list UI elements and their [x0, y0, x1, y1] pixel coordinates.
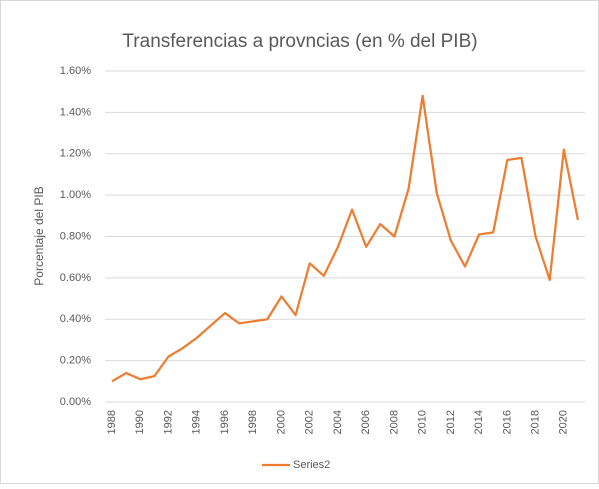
- chart-title: Transferencias a provncias (en % del PIB…: [122, 31, 477, 52]
- x-tick-label: 2008: [388, 410, 400, 434]
- x-tick-label: 2000: [275, 410, 287, 434]
- x-tick-label: 2006: [360, 410, 372, 434]
- y-tick-label: 1.40%: [60, 106, 91, 118]
- y-axis-label: Porcentaje del PIB: [32, 186, 46, 285]
- x-tick-label: 2004: [332, 410, 344, 434]
- x-tick-label: 2012: [445, 410, 457, 434]
- legend-label: Series2: [293, 459, 330, 471]
- x-tick-label: 2010: [417, 410, 429, 434]
- y-tick-label: 1.60%: [60, 65, 91, 77]
- y-tick-label: 0.80%: [60, 230, 91, 242]
- y-tick-label: 1.00%: [60, 189, 91, 201]
- y-tick-label: 0.40%: [60, 313, 91, 325]
- x-tick-label: 1996: [219, 410, 231, 434]
- x-tick-label: 1992: [162, 410, 174, 434]
- x-tick-label: 1998: [247, 410, 259, 434]
- x-tick-label: 2014: [473, 410, 485, 434]
- y-tick-label: 0.20%: [60, 355, 91, 367]
- x-tick-label: 1988: [106, 410, 118, 434]
- x-tick-label: 2020: [558, 410, 570, 434]
- x-tick-label: 2016: [501, 410, 513, 434]
- series-line: [111, 94, 580, 383]
- x-tick-label: 2002: [304, 410, 316, 434]
- x-tick-label: 1990: [134, 410, 146, 434]
- y-tick-label: 0.60%: [60, 272, 91, 284]
- x-tick-label: 2018: [529, 410, 541, 434]
- y-tick-label: 0.00%: [60, 396, 91, 408]
- x-tick-label: 1994: [191, 410, 203, 434]
- y-tick-label: 1.20%: [60, 148, 91, 160]
